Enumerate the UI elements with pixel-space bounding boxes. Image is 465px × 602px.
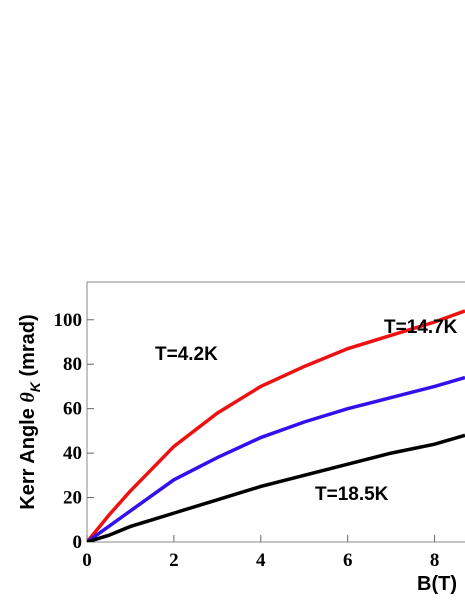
x-tick-label: 4 xyxy=(256,550,266,571)
plot-frame xyxy=(86,281,465,543)
data-line xyxy=(87,375,465,542)
y-tick-label: 80 xyxy=(63,354,82,375)
x-tick-label: 0 xyxy=(82,550,92,571)
data-line xyxy=(87,433,465,542)
y-tick-label: 60 xyxy=(63,399,82,420)
y-tick-label: 0 xyxy=(73,532,83,553)
y-label-symbol: θ xyxy=(17,392,39,403)
x-tick-label: 2 xyxy=(169,550,179,571)
y-label-text: Kerr Angle xyxy=(17,403,39,510)
curve-annotation: T=18.5K xyxy=(315,484,389,505)
y-tick-label: 20 xyxy=(63,488,82,509)
y-tick-label: 100 xyxy=(54,310,83,331)
curve-annotation: T=4.2K xyxy=(155,344,218,365)
y-tick-label: 40 xyxy=(63,443,82,464)
y-label-text: (mrad) xyxy=(17,314,39,382)
x-axis-label: B(T) xyxy=(417,573,457,595)
x-tick-label: 6 xyxy=(343,550,353,571)
curve-annotation: T=14.7K xyxy=(384,317,458,338)
y-axis-label: Kerr Angle θK (mrad) xyxy=(17,314,43,509)
data-line xyxy=(87,309,465,542)
x-tick-label: 8 xyxy=(430,550,440,571)
y-label-subscript: K xyxy=(27,381,43,392)
plot-lines xyxy=(87,309,465,542)
